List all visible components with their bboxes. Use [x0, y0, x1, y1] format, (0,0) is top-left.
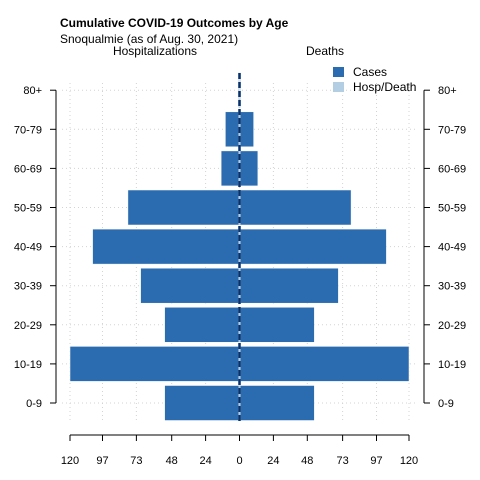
chart-title: Cumulative COVID-19 Outcomes by Age: [60, 16, 289, 30]
legend: Cases Hosp/Death: [333, 65, 416, 94]
bar-cases-right-10-19: [239, 346, 410, 382]
y-tick-label-left: 20-29: [14, 320, 42, 332]
x-tick-label: 73: [336, 455, 348, 467]
x-tick-label: 48: [166, 455, 178, 467]
y-tick-label-left: 80+: [23, 85, 42, 97]
y-tick-label-left: 30-39: [14, 281, 42, 293]
y-tick-label-right: 30-39: [438, 281, 466, 293]
bar-cases-left-10-19: [69, 346, 240, 382]
bar-cases-right-0-9: [239, 385, 315, 421]
legend-swatch-cases: [333, 67, 344, 77]
y-tick-label-left: 0-9: [26, 398, 42, 410]
bar-cases-left-50-59: [127, 189, 240, 226]
bar-cases-right-50-59: [239, 189, 352, 226]
legend-label-hosp-death: Hosp/Death: [353, 80, 416, 94]
bar-hosp-death-80+: [238, 72, 241, 108]
legend-swatch-hosp-death: [333, 82, 344, 92]
y-tick-label-left: 60-69: [14, 163, 42, 175]
y-tick-label-left: 70-79: [14, 124, 42, 136]
bar-cases-right-60-69: [239, 150, 259, 187]
bar-cases-left-60-69: [220, 150, 240, 187]
bars: [69, 72, 410, 422]
y-tick-label-right: 60-69: [438, 163, 466, 175]
bar-cases-left-40-49: [92, 228, 240, 265]
left-panel-label: Hospitalizations: [113, 44, 197, 58]
axes: 120 97 73 48 24 0 24 48 73 97 120 0-9 10-19 20-29 30-3…: [14, 85, 466, 467]
y-tick-label-right: 50-59: [438, 203, 466, 215]
bar-cases-left-70-79: [225, 111, 240, 148]
bar-cases-left-30-39: [140, 267, 240, 304]
x-tick-label: 24: [267, 455, 279, 467]
y-tick-label-right: 10-19: [438, 359, 466, 371]
y-tick-label-left: 50-59: [14, 203, 42, 215]
x-tick-label: 48: [301, 455, 313, 467]
bar-hosp-death-20-29: [238, 307, 241, 343]
y-tick-label-right: 80+: [438, 85, 457, 97]
y-tick-label-left: 40-49: [14, 242, 42, 254]
legend-label-cases: Cases: [353, 65, 387, 79]
x-tick-label: 120: [61, 455, 79, 467]
x-tick-label: 97: [370, 455, 382, 467]
x-tick-label: 73: [130, 455, 142, 467]
y-tick-label-right: 20-29: [438, 320, 466, 332]
x-tick-label: 24: [199, 455, 211, 467]
bar-cases-left-0-9: [164, 385, 240, 421]
bar-cases-right-70-79: [239, 111, 254, 148]
right-panel-label: Deaths: [306, 44, 344, 58]
y-tick-label-right: 70-79: [438, 124, 466, 136]
bar-cases-right-40-49: [239, 228, 387, 265]
bar-cases-right-20-29: [239, 307, 315, 343]
x-tick-label: 0: [236, 455, 242, 467]
y-tick-label-right: 40-49: [438, 242, 466, 254]
bar-hosp-death-50-59: [238, 190, 241, 225]
bar-cases-left-20-29: [164, 307, 240, 343]
grid-lines: [62, 83, 418, 422]
chart-subtitle: Snoqualmie (as of Aug. 30, 2021): [60, 32, 238, 46]
x-tick-label: 120: [400, 455, 418, 467]
y-tick-label-right: 0-9: [438, 398, 454, 410]
x-tick-label: 97: [96, 455, 108, 467]
bar-cases-right-30-39: [239, 267, 339, 304]
y-tick-label-left: 10-19: [14, 359, 42, 371]
